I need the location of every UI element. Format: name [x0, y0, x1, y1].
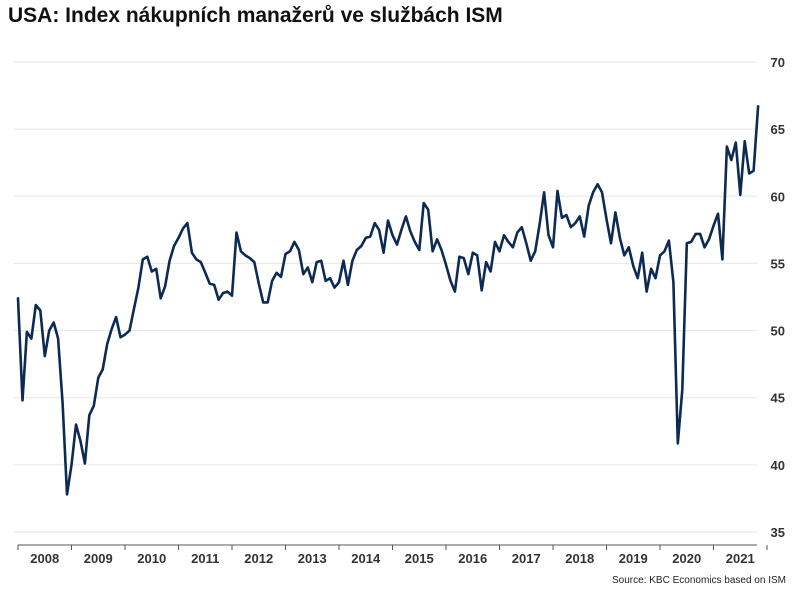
x-tick-label: 2016 [458, 551, 487, 566]
series-layer [16, 105, 760, 496]
y-tick-label: 65 [771, 122, 785, 137]
x-tick-label: 2012 [244, 551, 273, 566]
x-tick-label: 2018 [565, 551, 594, 566]
x-axis: 2008 2009 2010 2011 2012 2013 2014 2015 2016 2017… [17, 544, 768, 566]
x-tick-label: 2017 [512, 551, 541, 566]
x-tick-label: 2019 [619, 551, 648, 566]
x-tick-label: 2008 [30, 551, 59, 566]
x-tick-label: 2021 [726, 551, 755, 566]
y-tick-label: 45 [771, 391, 785, 406]
x-tick-label: 2013 [298, 551, 327, 566]
x-tick-label: 2010 [137, 551, 166, 566]
y-tick-label: 40 [771, 458, 785, 473]
y-axis: 35 40 45 50 55 60 65 70 [771, 55, 785, 540]
x-tick-label: 2009 [84, 551, 113, 566]
source-note: Source: KBC Economics based on ISM [612, 575, 786, 586]
chart-title: USA: Index nákupních manažerů ve službác… [8, 4, 503, 27]
y-tick-label: 35 [771, 525, 785, 540]
x-tick-label: 2011 [191, 551, 219, 566]
y-tick-label: 60 [771, 189, 785, 204]
y-tick-label: 55 [771, 256, 785, 271]
x-tick-label: 2014 [351, 551, 381, 566]
x-tick-label: 2020 [672, 551, 701, 566]
x-tick-label: 2015 [405, 551, 434, 566]
y-tick-label: 70 [771, 55, 785, 70]
gridlines [14, 61, 757, 533]
y-tick-label: 50 [771, 324, 785, 339]
series-line [16, 105, 760, 496]
